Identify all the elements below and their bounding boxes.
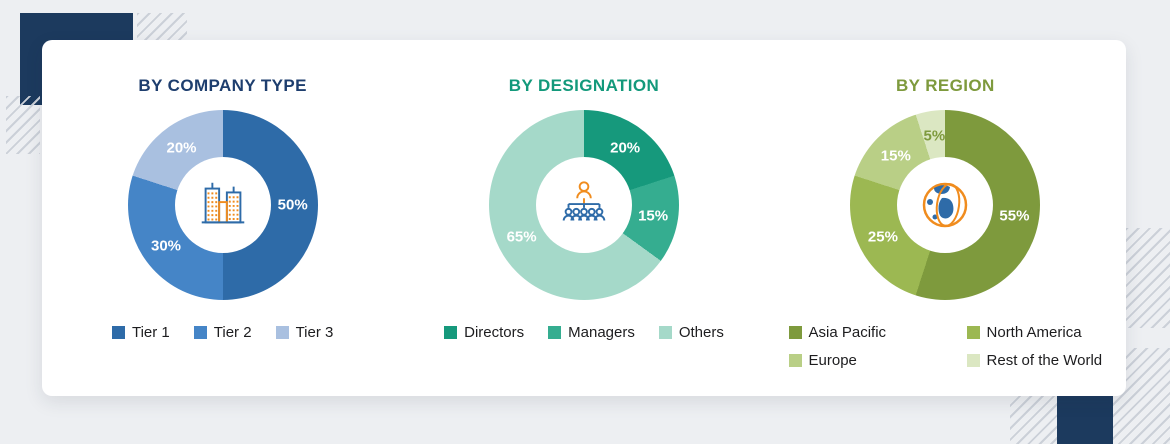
donut-hole [174, 157, 271, 253]
donut-chart-company-type: 50% 30% 20% [127, 110, 318, 300]
legend-swatch [111, 326, 125, 339]
legend-item: Tier 2 [193, 324, 252, 341]
chart-title-company-type: BY COMPANY TYPE [138, 76, 307, 95]
charts-card: BY COMPANY TYPE [42, 40, 1126, 396]
donut-hole [535, 157, 632, 253]
legend-swatch [444, 326, 458, 339]
percent-label: 15% [880, 147, 911, 164]
buildings-icon [201, 182, 244, 224]
percent-label: 65% [506, 228, 537, 246]
legend-swatch [658, 326, 672, 339]
legend-label: Europe [808, 352, 857, 369]
legend-item: Tier 3 [275, 324, 334, 341]
legend-label: Tier 2 [213, 324, 252, 341]
legend-item: Tier 1 [111, 324, 170, 341]
decor-hatch-left-edge [6, 96, 40, 154]
legend-swatch [966, 326, 980, 339]
donut-chart-designation: 20% 15% 65% [488, 110, 679, 300]
legend-item: Rest of the World [966, 352, 1103, 369]
decor-navy-square-bottom-right [1057, 396, 1113, 444]
legend-swatch [788, 326, 802, 339]
legend-item: Asia Pacific [788, 324, 967, 341]
legend-label: Tier 3 [295, 324, 334, 341]
chart-company-type: BY COMPANY TYPE [42, 76, 403, 396]
org-chart-icon [562, 181, 606, 221]
percent-label: 15% [638, 207, 669, 225]
legend-swatch [966, 354, 980, 367]
legend-region: Asia Pacific North America Europe Rest of t… [788, 324, 1103, 369]
legend-item: Managers [548, 324, 635, 341]
donut-chart-region: 55% 25% 15% 5% [850, 110, 1041, 300]
legend-label: North America [986, 324, 1082, 341]
legend-item: Others [658, 324, 724, 341]
legend-swatch [275, 326, 289, 339]
legend-swatch [788, 354, 802, 367]
legend-label: Tier 1 [131, 324, 170, 341]
legend-label: Asia Pacific [808, 324, 887, 341]
legend-item: Europe [788, 352, 967, 369]
legend-item: North America [966, 324, 1103, 341]
percent-label: 55% [999, 207, 1030, 225]
globe-icon [923, 182, 968, 228]
donut-hole [897, 157, 994, 253]
percent-label: 25% [867, 228, 898, 246]
legend-swatch [193, 326, 207, 339]
legend-label: Rest of the World [986, 352, 1103, 369]
percent-label: 30% [151, 237, 182, 255]
decor-hatch-right-edge [1126, 228, 1170, 328]
percent-label: 20% [610, 139, 641, 157]
legend-label: Managers [568, 324, 635, 341]
legend-item: Directors [444, 324, 524, 341]
chart-title-designation: BY DESIGNATION [508, 76, 660, 95]
percent-label: 20% [166, 139, 197, 157]
chart-region: BY REGION 55% 25% 15% 5% [765, 76, 1126, 396]
legend-label: Directors [464, 324, 525, 341]
percent-label: 50% [277, 196, 308, 214]
percent-label: 5% [923, 127, 946, 145]
chart-designation: BY DESIGNATION [403, 76, 764, 396]
legend-swatch [548, 326, 562, 339]
legend-label: Others [678, 324, 724, 341]
legend-designation: Directors Managers Others [444, 324, 724, 341]
legend-company-type: Tier 1 Tier 2 Tier 3 [111, 324, 334, 341]
chart-title-region: BY REGION [895, 76, 995, 95]
